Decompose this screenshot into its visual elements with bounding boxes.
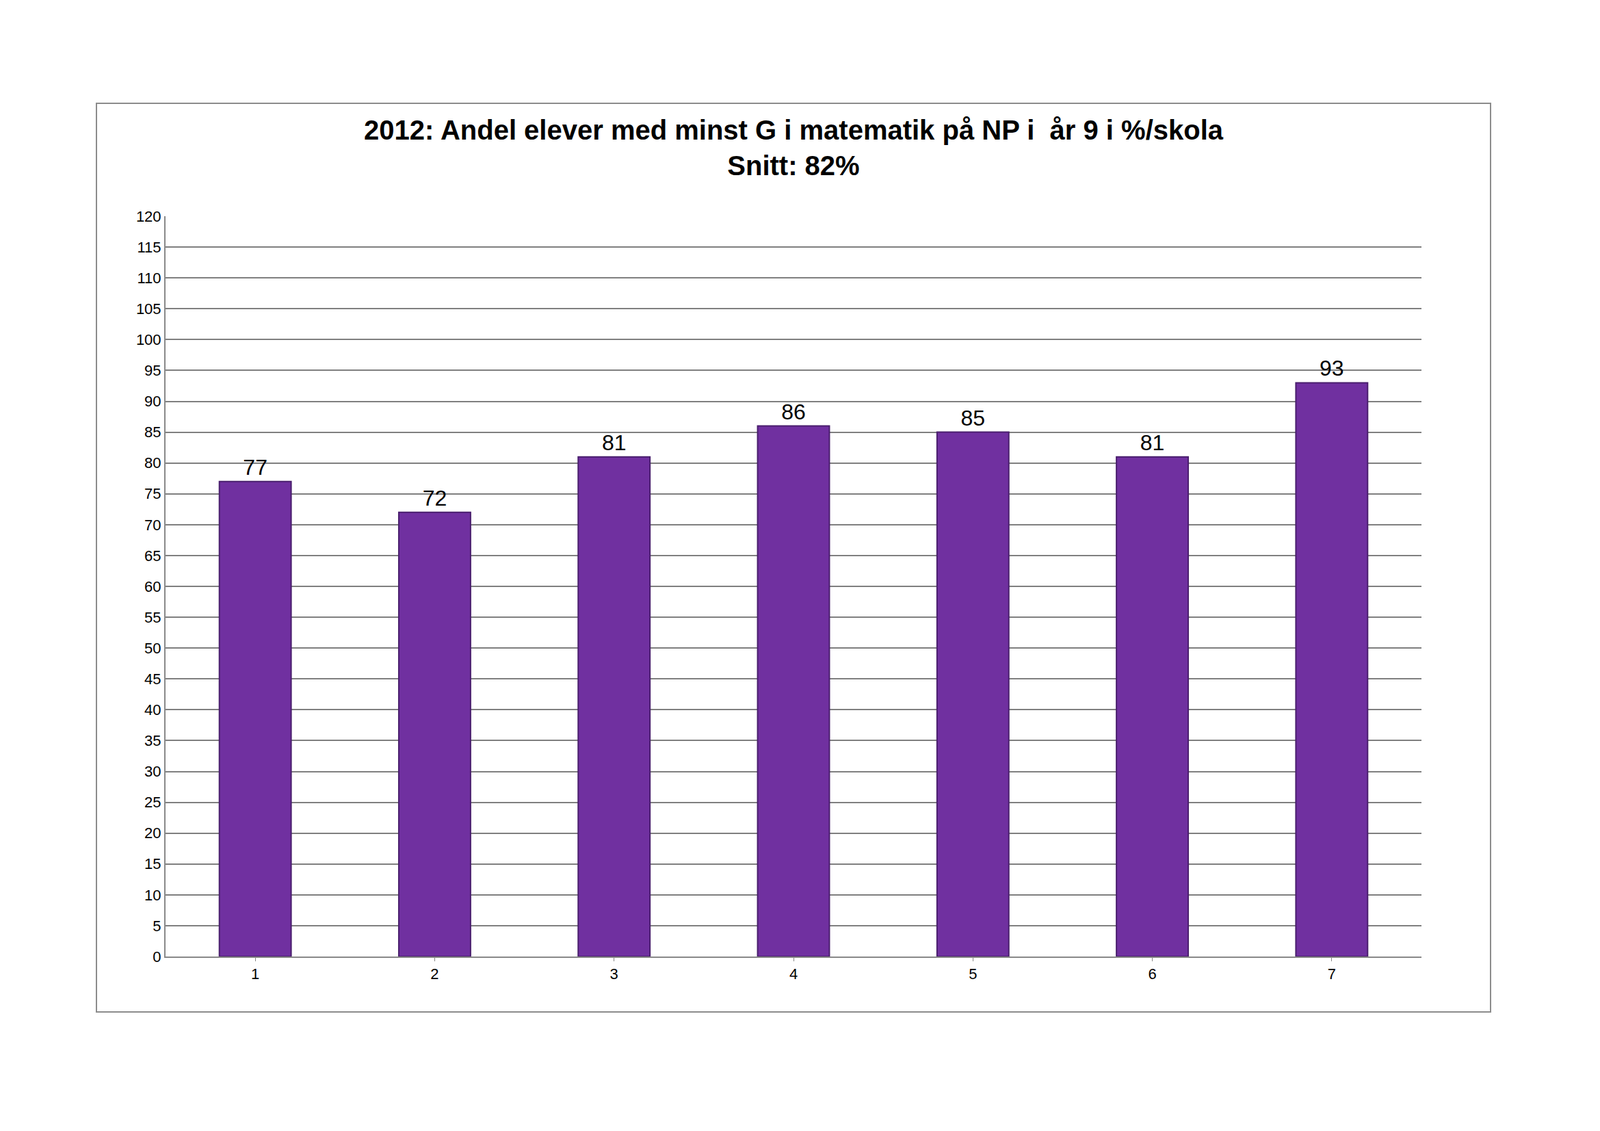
- svg-text:45: 45: [144, 670, 161, 688]
- svg-text:10: 10: [144, 886, 161, 904]
- svg-text:115: 115: [137, 238, 162, 256]
- svg-text:81: 81: [601, 430, 627, 455]
- svg-text:5: 5: [968, 965, 977, 983]
- svg-text:81: 81: [1140, 430, 1165, 455]
- svg-text:3: 3: [610, 965, 619, 983]
- svg-text:86: 86: [781, 399, 806, 425]
- svg-text:90: 90: [144, 392, 161, 410]
- svg-text:5: 5: [152, 917, 161, 935]
- svg-text:25: 25: [144, 793, 161, 811]
- svg-text:50: 50: [144, 639, 161, 657]
- svg-text:85: 85: [144, 423, 161, 441]
- svg-text:15: 15: [144, 855, 161, 873]
- svg-text:72: 72: [422, 485, 448, 511]
- svg-text:6: 6: [1147, 965, 1157, 983]
- svg-text:40: 40: [144, 701, 161, 719]
- svg-text:93: 93: [1319, 355, 1345, 381]
- svg-text:75: 75: [144, 484, 161, 503]
- svg-text:85: 85: [960, 405, 986, 431]
- svg-text:35: 35: [144, 731, 161, 750]
- svg-text:7: 7: [1327, 965, 1336, 983]
- svg-text:70: 70: [144, 516, 161, 534]
- svg-text:1: 1: [251, 965, 260, 983]
- svg-text:100: 100: [136, 331, 162, 349]
- svg-text:55: 55: [144, 608, 161, 626]
- svg-text:77: 77: [242, 454, 268, 480]
- svg-text:65: 65: [144, 547, 161, 565]
- svg-text:20: 20: [144, 824, 161, 842]
- svg-text:60: 60: [144, 578, 161, 596]
- svg-text:30: 30: [144, 762, 161, 780]
- svg-text:95: 95: [144, 361, 161, 379]
- svg-text:4: 4: [789, 965, 798, 983]
- svg-text:105: 105: [136, 300, 162, 318]
- svg-text:2: 2: [430, 965, 439, 983]
- svg-text:120: 120: [136, 207, 162, 226]
- svg-text:80: 80: [144, 454, 161, 472]
- svg-text:110: 110: [137, 269, 162, 287]
- svg-text:2012: Andel elever med minst G: 2012: Andel elever med minst G i matemat…: [363, 114, 1224, 181]
- svg-text:0: 0: [152, 948, 161, 966]
